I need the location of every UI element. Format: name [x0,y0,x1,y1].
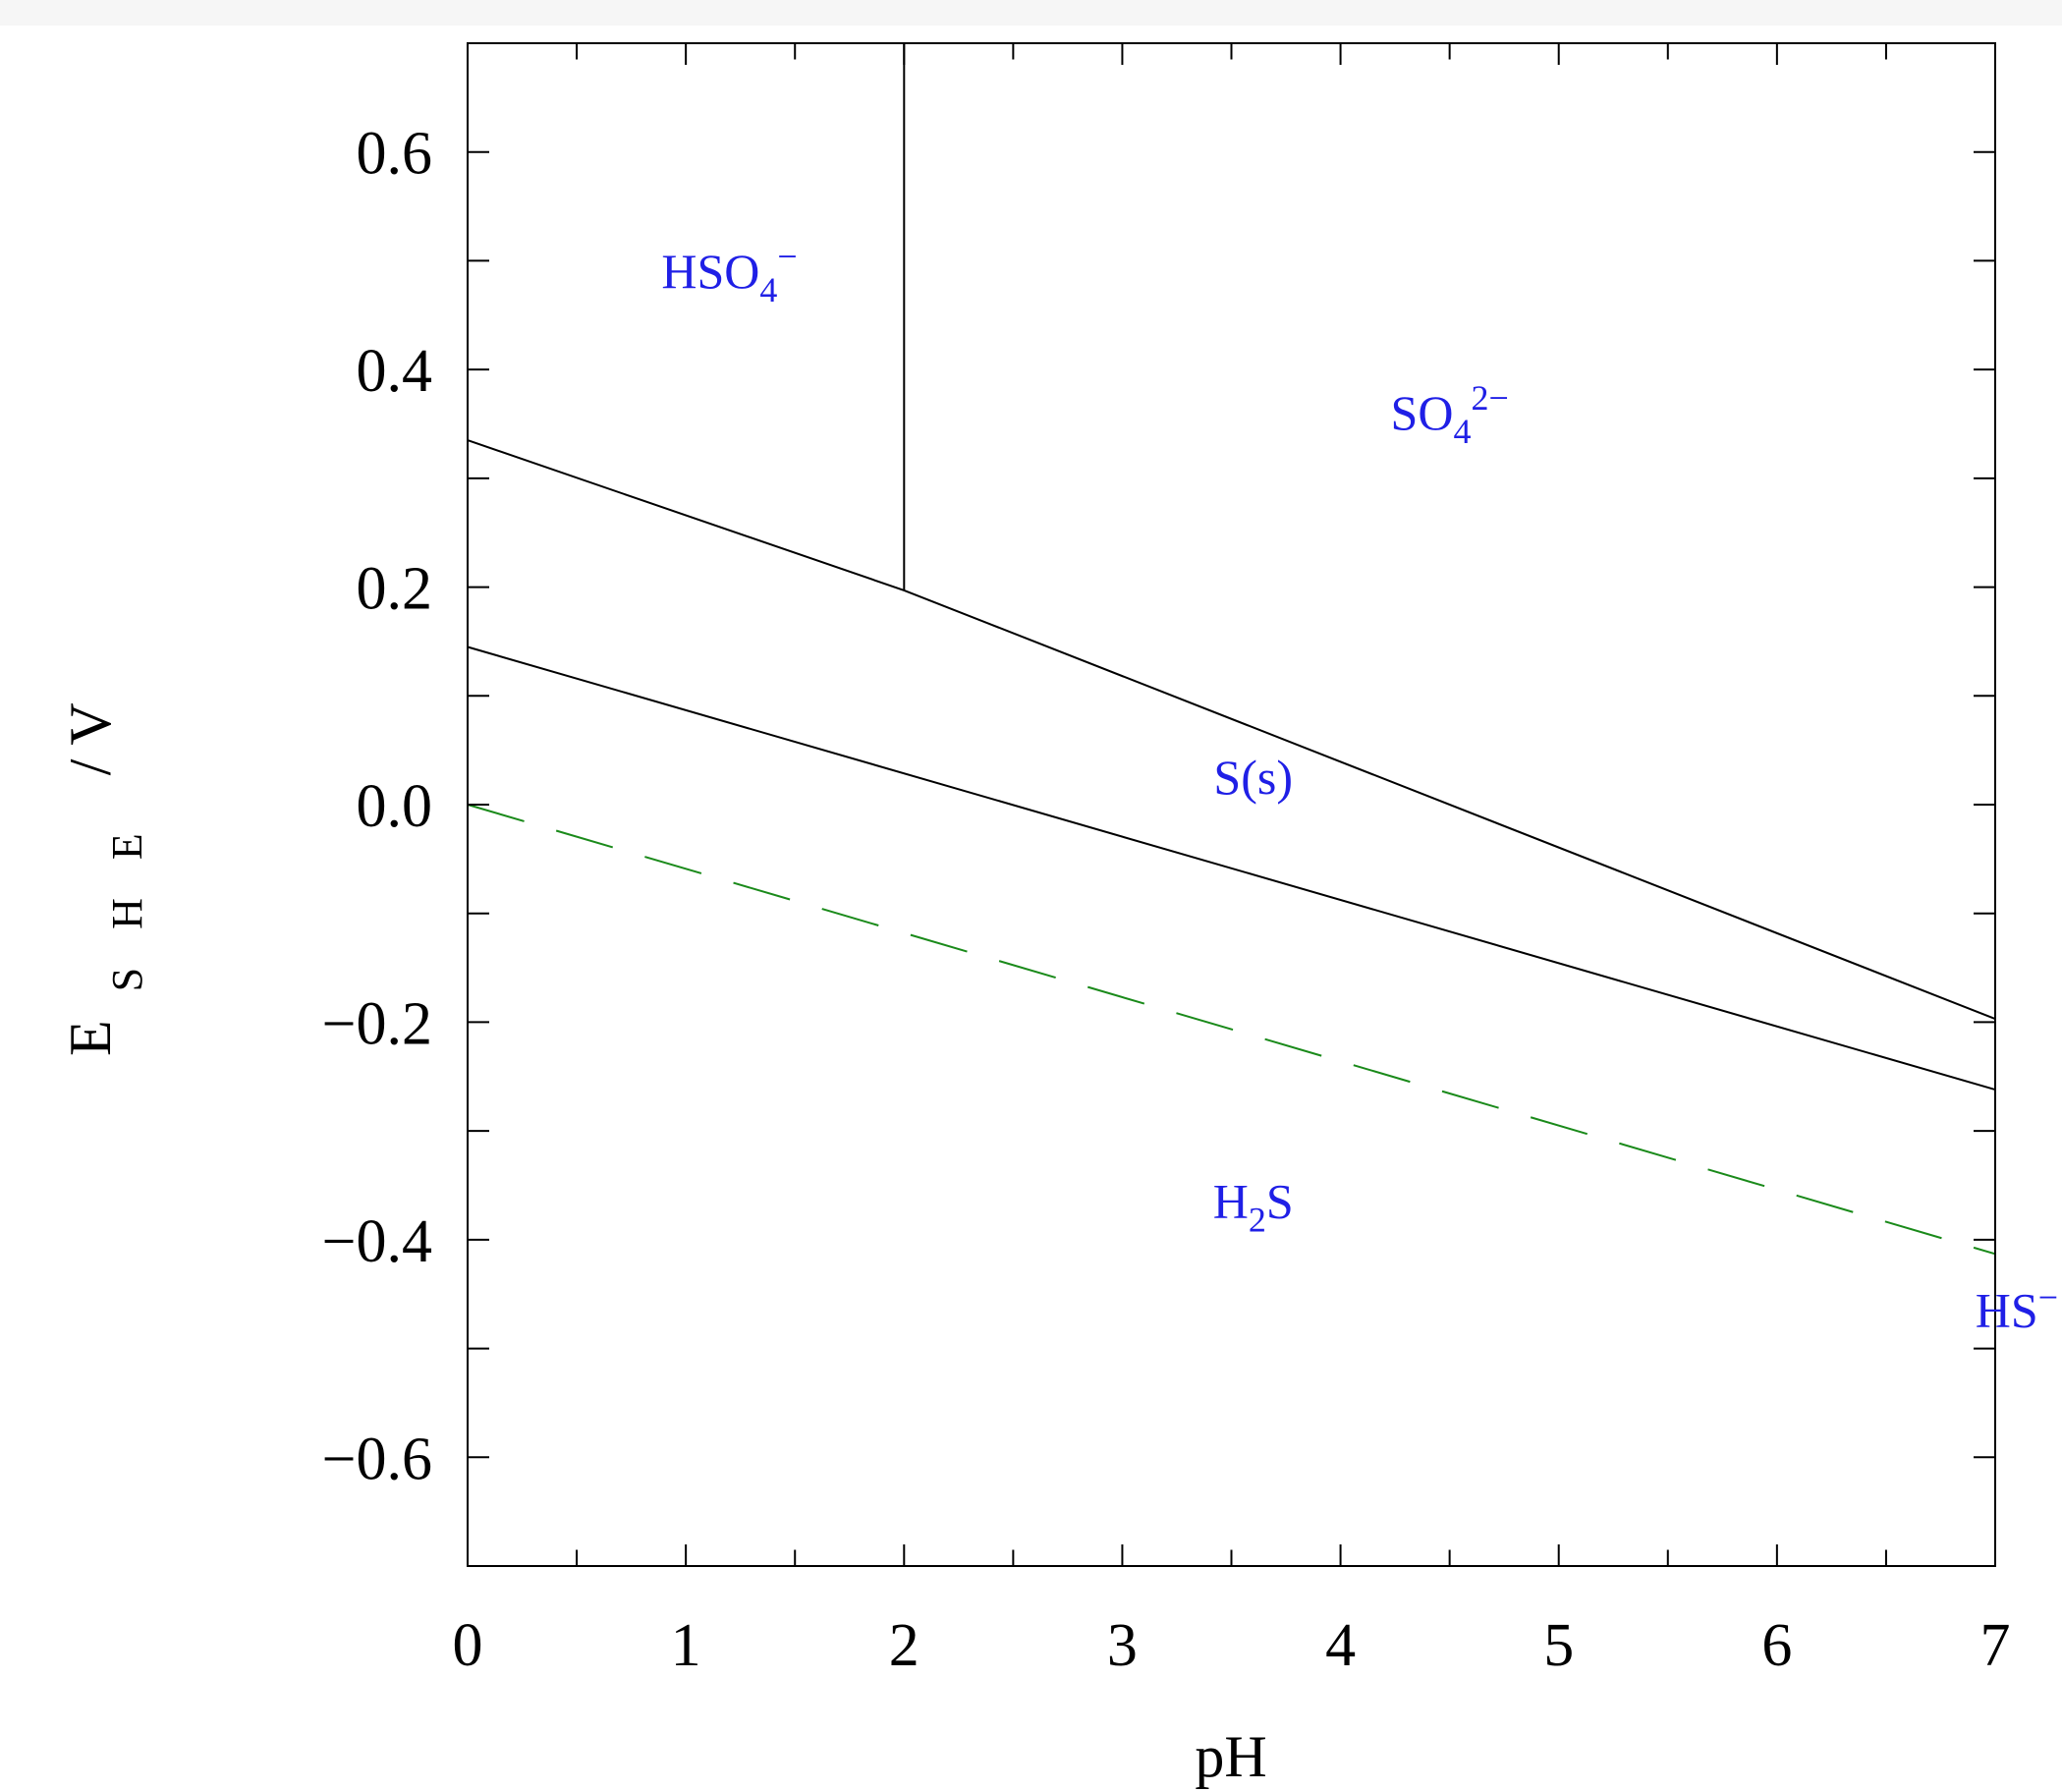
region-label-sup: 2− [1471,378,1508,418]
y-tick-label: 0.2 [357,556,433,623]
region-label-main: S(s) [1213,750,1293,805]
x-tick-label: 1 [671,1612,701,1679]
x-axis-title: pH [1195,1724,1266,1789]
y-axis-title-main: E [58,1020,123,1056]
region-label-sub: 4 [1453,412,1471,451]
y-tick-label: 0.4 [357,338,433,405]
x-tick-label: 2 [889,1612,920,1679]
region-label: HS− [1976,1277,2058,1337]
region-label: HSO4− [661,237,797,309]
y-tick-label: −0.6 [322,1426,432,1492]
region-label: SO42− [1391,378,1509,451]
region-label-sub: 4 [759,270,777,309]
region-label-sup: S [1266,1174,1294,1229]
series-line-4 [467,804,1996,1256]
y-axis-title-unit: / V [58,702,123,775]
y-tick-label: 0.0 [357,773,433,840]
region-label-main: HSO [661,244,759,299]
top-strip [0,0,2062,26]
y-axis-title: E S H E / V [58,702,154,1056]
region-label-main: SO [1391,385,1454,440]
y-axis-title-sub: S H E [103,819,151,991]
region-label-sup: − [777,237,797,276]
y-tick-label: −0.2 [322,990,432,1057]
region-label-main: H [1213,1174,1249,1229]
series-layer [467,43,1996,1256]
region-label: S(s) [1213,750,1293,805]
x-tick-label: 0 [453,1612,483,1679]
region-label: H2S [1213,1174,1294,1240]
tick-label-layer: 0 1 2 3 4 5 6 7 0.6 0.4 0.2 0.0 −0.2 −0.4 −0.6 [322,121,2011,1679]
x-tick-label: 6 [1761,1612,1792,1679]
series-line-1 [467,439,1996,1021]
series-line-2 [467,645,1996,1092]
region-label-sub: 2 [1249,1201,1266,1240]
x-tick-label: 7 [1980,1612,2011,1679]
x-tick-label: 3 [1107,1612,1138,1679]
region-label-main: HS [1976,1282,2038,1337]
tick-layer [467,43,1996,1566]
region-label-sup: − [2038,1277,2058,1316]
y-tick-label: 0.6 [357,121,433,188]
x-tick-label: 4 [1325,1612,1356,1679]
x-tick-label: 5 [1543,1612,1574,1679]
y-tick-label: −0.4 [322,1208,432,1275]
